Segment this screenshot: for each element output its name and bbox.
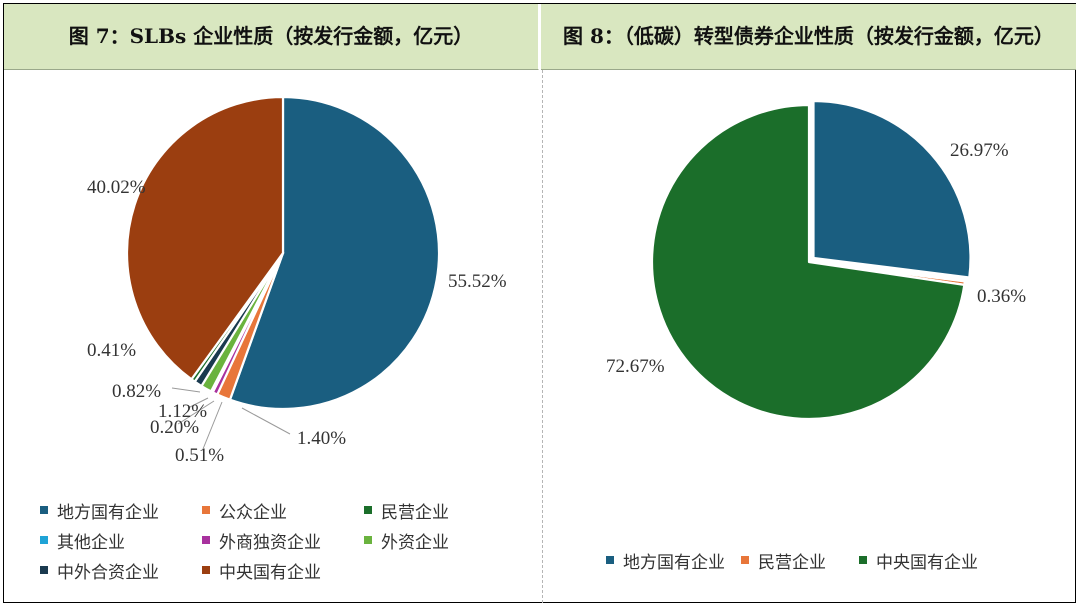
- leader-line: [171, 387, 201, 393]
- legend-fig8: 地方国有企业 民营企业 中央国有企业: [606, 548, 1009, 573]
- legend-entry: 地方国有企业: [606, 548, 741, 573]
- legend-swatch: [202, 536, 210, 544]
- legend-entry: 中央国有企业: [202, 558, 364, 583]
- leader-line: [241, 407, 291, 435]
- legend-entry: 外资企业: [364, 528, 514, 553]
- data-label: 0.20%: [150, 417, 199, 438]
- pie-chart-2: 26.97% 0.36% 72.67%: [606, 99, 1026, 421]
- legend-entry: 民营企业: [741, 548, 859, 573]
- pie-chart-1: 55.52% 1.40% 0.51% 0.20%1.12%0.82% 0.41% 40.0…: [87, 95, 507, 466]
- legend-entry: 中外合资企业: [40, 558, 202, 583]
- legend-entry: 中央国有企业: [859, 548, 1009, 573]
- data-label: 0.36%: [977, 286, 1026, 307]
- data-label: 55.52%: [448, 271, 507, 292]
- legend-entry: 公众企业: [202, 498, 364, 523]
- chart-title-fig8: 图 8：（低碳）转型债券企业性质（按发行金额，亿元）: [541, 4, 1076, 70]
- legend-swatch: [202, 506, 210, 514]
- legend-label: 中外合资企业: [57, 562, 159, 583]
- data-label: 0.51%: [175, 445, 224, 466]
- legend-label: 中央国有企业: [219, 562, 321, 583]
- legend-swatch: [859, 556, 867, 564]
- legend-swatch: [40, 506, 48, 514]
- panel-divider: [542, 70, 543, 603]
- pie-slice: [812, 99, 972, 279]
- pie-slice: [228, 95, 441, 411]
- legend-swatch: [40, 566, 48, 574]
- legend-label: 外资企业: [381, 532, 449, 553]
- legend-label: 民营企业: [758, 552, 826, 573]
- data-label: 0.82%: [112, 381, 161, 402]
- legend-label: 公众企业: [219, 502, 287, 523]
- legend-swatch: [40, 536, 48, 544]
- legend-entry: 地方国有企业: [40, 498, 202, 523]
- legend-swatch: [364, 536, 372, 544]
- data-label: 72.67%: [606, 356, 665, 377]
- legend-label: 地方国有企业: [57, 502, 159, 523]
- legend-label: 外商独资企业: [219, 532, 321, 553]
- legend-entry: 民营企业: [364, 498, 514, 523]
- data-label: 1.12%: [158, 401, 207, 422]
- data-label: 40.02%: [87, 177, 146, 198]
- leader-line: [202, 401, 223, 450]
- data-label: 26.97%: [950, 140, 1009, 161]
- data-label: 0.41%: [87, 340, 136, 361]
- legend-swatch: [202, 566, 210, 574]
- legend-label: 地方国有企业: [623, 552, 725, 573]
- leader-line: [177, 400, 215, 425]
- legend-label: 民营企业: [381, 502, 449, 523]
- data-label: 1.40%: [297, 428, 346, 449]
- pie-slice: [125, 95, 285, 381]
- legend-label: 其他企业: [57, 532, 125, 553]
- legend-swatch: [741, 556, 749, 564]
- legend-swatch: [364, 506, 372, 514]
- legend-entry: 外商独资企业: [202, 528, 364, 553]
- chart-title-fig7: 图 7：SLBs 企业性质（按发行金额，亿元）: [4, 4, 539, 70]
- legend-label: 中央国有企业: [876, 552, 978, 573]
- legend-swatch: [606, 556, 614, 564]
- legend-entry: 其他企业: [40, 528, 202, 553]
- pie-slice: [650, 103, 966, 421]
- leader-line: [187, 397, 209, 409]
- legend-fig7: 地方国有企业 公众企业 民营企业其他企业 外商独资企业 外资企业中外合资企业 中央国有企业: [40, 498, 514, 583]
